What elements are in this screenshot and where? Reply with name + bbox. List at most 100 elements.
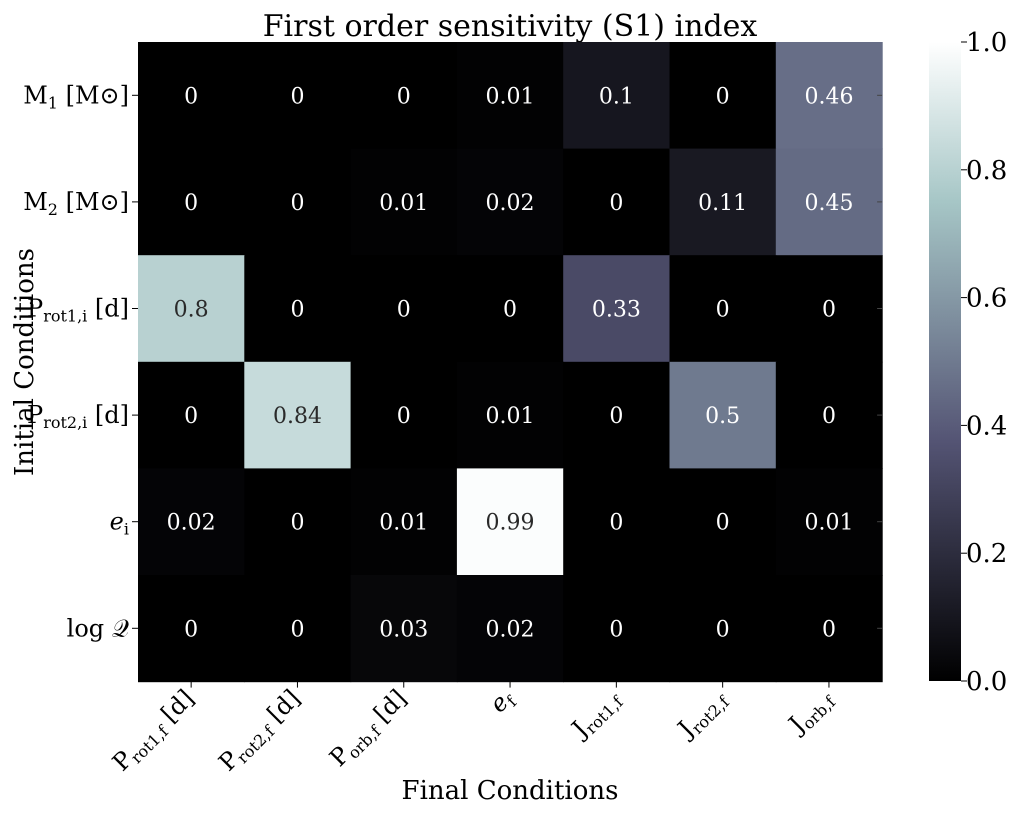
heatmap-cell [350,42,458,150]
heatmap-cell [563,575,671,683]
colorbar-tick-label: 0.2 [966,539,1007,569]
cell-value-label: 0 [822,404,836,429]
heatmap-cell [775,575,883,683]
cell-value-label: 0 [822,617,836,642]
colorbar-tick-label: 0.6 [966,284,1007,314]
heatmap-cell [669,255,777,363]
cell-value-label: 0 [184,191,198,216]
colorbar-tick-label: 0.8 [966,156,1007,186]
colorbar-tick-label: 1.0 [966,28,1007,58]
heatmap-cells [138,42,883,683]
heatmap-cell [669,42,777,150]
heatmap-cell [350,575,458,683]
chart-title: First order sensitivity (S1) index [263,9,758,44]
cell-value-label: 0.45 [804,191,853,216]
cell-value-label: 0 [397,298,411,323]
heatmap-cell [138,361,245,469]
heatmap-cell [244,42,352,150]
colorbar [929,42,961,681]
x-axis-tick-labels: Prot1,f [d]Prot2,f [d]Porb,f [d] ef Jrot1,… [107,681,840,779]
heatmap-cell [775,361,883,469]
heatmap-cell-labels: 0 0 0 0.01 0.1 0 0.46 0 0 0.01 0.02 0 0.11 0.45 0.8 0 0 0… [167,84,854,642]
cell-value-label: 0.01 [379,191,428,216]
cell-value-label: 0 [184,404,198,429]
heatmap-cell [669,468,777,576]
cell-value-label: 0 [822,298,836,323]
cell-value-label: 0 [503,298,517,323]
cell-value-label: 0.02 [486,617,535,642]
cell-value-label: 0 [609,617,623,642]
heatmap-cell [138,468,245,576]
heatmap-cell [669,575,777,683]
heatmap-cell [563,255,671,363]
cell-value-label: 0 [290,191,304,216]
heatmap-cell [350,148,458,256]
x-tick-label: Porb,f [d] [324,684,414,774]
cell-value-label: 0.01 [486,404,535,429]
cell-value-label: 0.5 [705,404,740,429]
cell-value-label: 0.99 [486,511,535,536]
heatmap-cell [456,468,564,576]
x-tick-label: Jrot1,f [564,683,627,746]
y-axis-label: Initial Conditions [10,248,40,476]
cell-value-label: 0 [716,511,730,536]
heatmap-cell [138,148,245,256]
colorbar-tick-label: 0.4 [966,411,1007,441]
heatmap-cell [456,361,564,469]
y-axis-tick-labels: M1 [M⊙] M2 [M⊙] Prot1,i [d] Prot2,i [d] ei lo… [23,81,883,642]
cell-value-label: 0.33 [592,298,641,323]
heatmap-cell [775,148,883,256]
cell-value-label: 0 [716,298,730,323]
cell-value-label: 0.02 [167,511,216,536]
heatmap-cell [563,468,671,576]
x-tick-label: Jrot2,f [670,683,733,746]
cell-value-label: 0 [397,84,411,109]
heatmap-cell [563,148,671,256]
cell-value-label: 0.01 [804,511,853,536]
heatmap-cell [775,42,883,150]
heatmap-cell [775,255,883,363]
cell-value-label: 0.01 [379,511,428,536]
cell-value-label: 0 [397,404,411,429]
y-tick-label: ei [110,508,129,539]
cell-value-label: 0.11 [698,191,747,216]
cell-value-label: 0.02 [486,191,535,216]
cell-value-label: 0 [184,617,198,642]
colorbar-tick-label: 0.0 [966,667,1007,697]
heatmap-cell [669,361,777,469]
heatmap-cell [350,468,458,576]
cell-value-label: 0 [290,84,304,109]
heatmap-cell [244,148,352,256]
x-tick-label: ef [484,683,521,720]
y-tick-label: Prot1,i [d] [27,295,129,326]
heatmap-cell [138,42,245,150]
colorbar-ticks: 0.0 0.2 0.4 0.6 0.8 1.0 [961,28,1007,697]
cell-value-label: 0.03 [379,617,428,642]
cell-value-label: 0.01 [486,84,535,109]
heatmap-cell [563,42,671,150]
heatmap-cell [456,575,564,683]
heatmap-cell [244,468,352,576]
cell-value-label: 0.8 [174,298,209,323]
heatmap-cell [138,255,245,363]
heatmap-cell [456,148,564,256]
heatmap-cell [244,255,352,363]
heatmap-cell [456,255,564,363]
cell-value-label: 0 [609,511,623,536]
heatmap-cell [350,361,458,469]
cell-value-label: 0.46 [804,84,853,109]
x-tick-label: Prot2,f [d] [213,684,308,779]
heatmap-cell [669,148,777,256]
cell-value-label: 0 [290,617,304,642]
heatmap-cell [244,361,352,469]
y-tick-label: log 𝒬 [67,614,129,642]
cell-value-label: 0 [184,84,198,109]
heatmap-cell [138,575,245,683]
heatmap-cell [775,468,883,576]
cell-value-label: 0.1 [599,84,634,109]
cell-value-label: 0 [609,404,623,429]
y-tick-label: M2 [M⊙] [23,188,129,219]
cell-value-label: 0 [290,298,304,323]
heatmap-cell [244,575,352,683]
cell-value-label: 0 [290,511,304,536]
